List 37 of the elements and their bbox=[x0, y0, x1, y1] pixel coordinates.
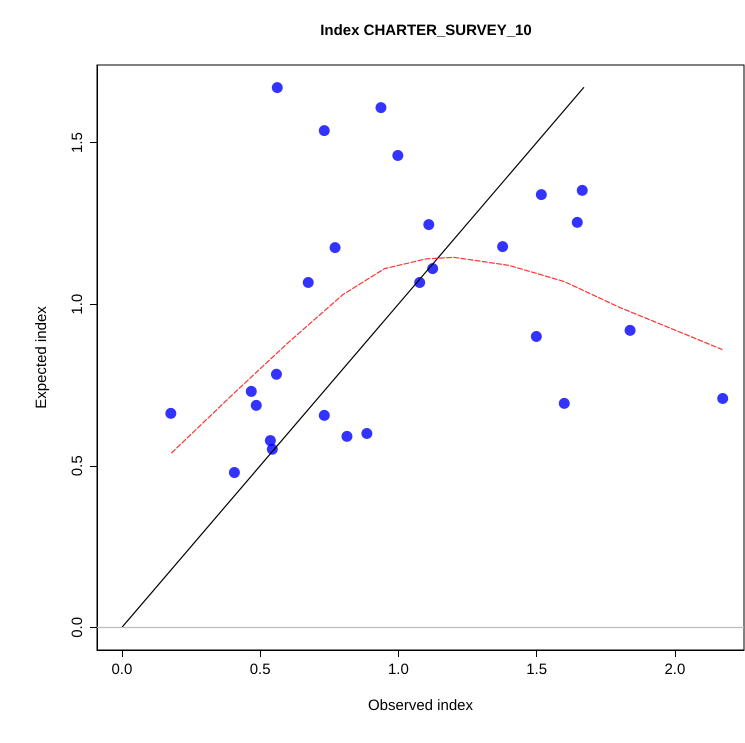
point bbox=[330, 242, 341, 254]
point bbox=[717, 393, 728, 404]
point bbox=[318, 410, 330, 421]
point bbox=[375, 102, 386, 114]
chart-title: Index CHARTER_SURVEY_10 bbox=[320, 22, 532, 39]
point bbox=[250, 400, 262, 411]
y-tick-label: 1.0 bbox=[69, 294, 86, 315]
point bbox=[318, 125, 330, 136]
point bbox=[576, 184, 588, 196]
point bbox=[246, 386, 257, 397]
point bbox=[423, 219, 434, 230]
y-tick-label: 1.5 bbox=[69, 132, 86, 153]
x-tick-label: 1.0 bbox=[388, 661, 409, 678]
point bbox=[272, 82, 283, 94]
x-tick-label: 0.0 bbox=[111, 661, 132, 678]
point bbox=[558, 398, 570, 409]
point bbox=[270, 368, 282, 380]
x-tick-label: 2.0 bbox=[664, 661, 686, 678]
point bbox=[264, 435, 276, 446]
point bbox=[341, 430, 352, 442]
point bbox=[536, 189, 547, 200]
point bbox=[624, 324, 636, 336]
point bbox=[572, 216, 583, 228]
y-tick-label: 0.0 bbox=[69, 616, 86, 638]
y-tick-label: 0.5 bbox=[69, 455, 86, 476]
point bbox=[530, 330, 542, 342]
point bbox=[165, 408, 176, 419]
x-tick-label: 1.5 bbox=[526, 661, 548, 678]
x-axis-title: Observed index bbox=[368, 697, 474, 714]
point bbox=[302, 277, 314, 288]
point bbox=[228, 467, 240, 478]
point bbox=[361, 428, 372, 439]
line-series bbox=[171, 256, 722, 454]
y-axis-title: Expected index bbox=[33, 306, 50, 409]
x-tick-label: 0.5 bbox=[250, 661, 271, 678]
point bbox=[392, 150, 404, 161]
point bbox=[497, 241, 508, 252]
